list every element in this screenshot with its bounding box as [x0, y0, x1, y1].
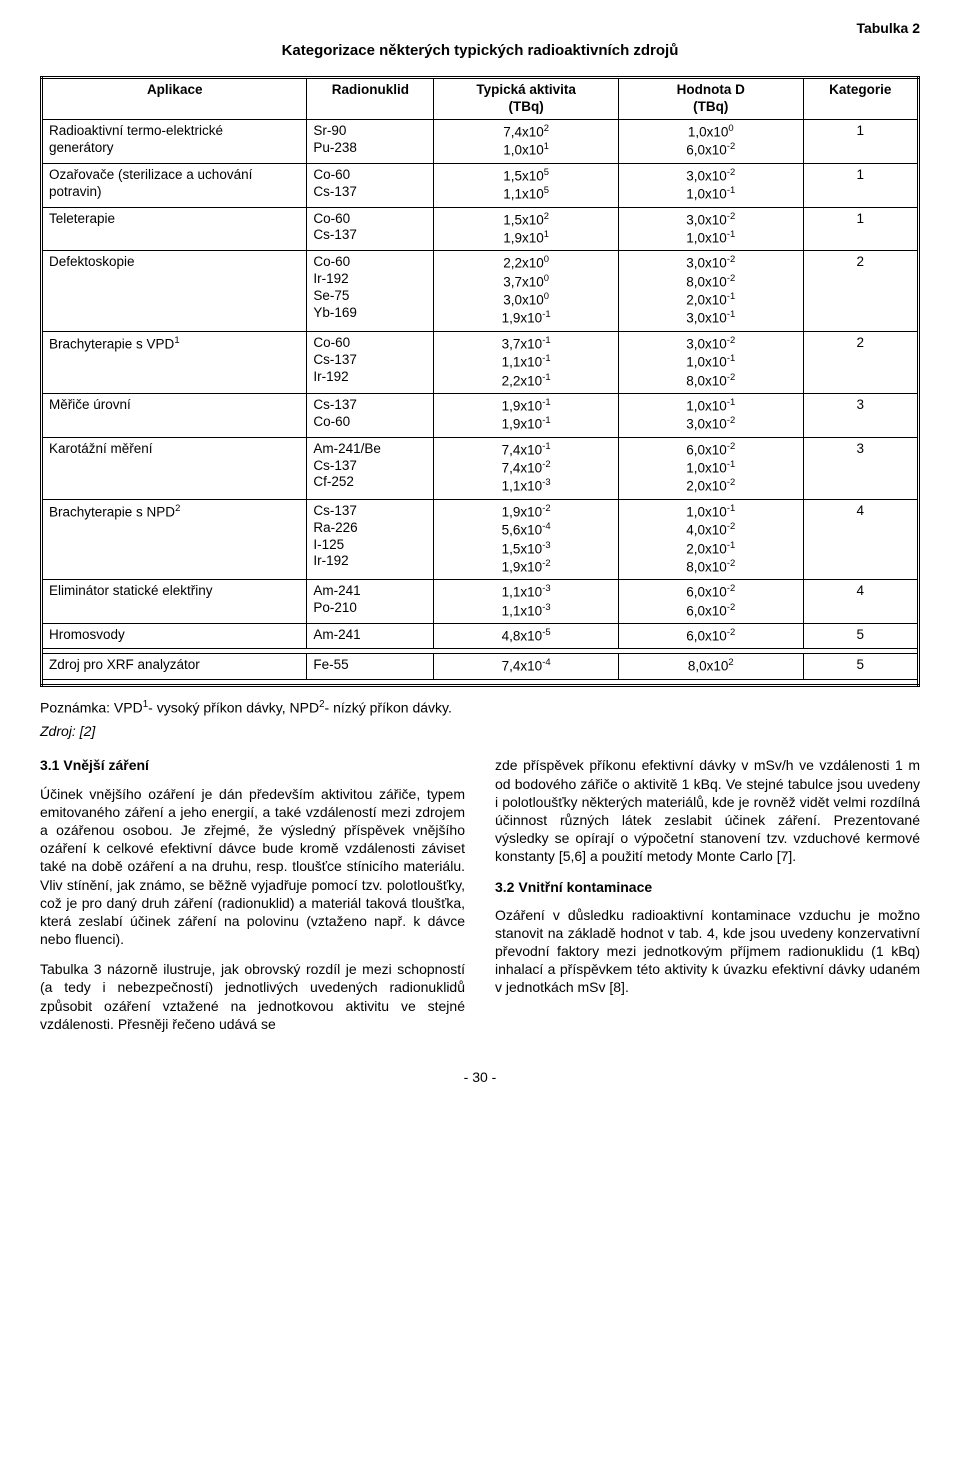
- footnote: Poznámka: VPD1- vysoký příkon dávky, NPD…: [40, 699, 920, 717]
- th-act: Typická aktivita(TBq): [434, 78, 619, 120]
- table-row: Zdroj pro XRF analyzátor Fe-55 7,4x10-4 …: [42, 654, 919, 679]
- paragraph: Tabulka 3 názorně ilustruje, jak obrovsk…: [40, 960, 465, 1033]
- main-title: Kategorizace některých typických radioak…: [40, 42, 920, 61]
- table-row: HromosvodyAm-2414,8x10-56,0x10-25: [42, 624, 919, 649]
- th-cat: Kategorie: [803, 78, 918, 120]
- paragraph: Ozáření v důsledku radioaktivní kontamin…: [495, 906, 920, 997]
- table-row: Měřiče úrovníCs-137 Co-601,9x10-11,9x10-…: [42, 393, 919, 437]
- source: Zdroj: [2]: [40, 723, 920, 741]
- table-row: Brachyterapie s VPD1Co-60 Cs-137 Ir-1923…: [42, 331, 919, 393]
- table-row: Karotážní měřeníAm-241/Be Cs-137 Cf-2527…: [42, 437, 919, 499]
- table-row: Eliminátor statické elektřinyAm-241 Po-2…: [42, 580, 919, 624]
- page-number: - 30 -: [40, 1069, 920, 1087]
- table-row: DefektoskopieCo-60 Ir-192 Se-75 Yb-1692,…: [42, 251, 919, 332]
- th-nuk: Radionuklid: [307, 78, 434, 120]
- heading-3-1: 3.1 Vnější záření: [40, 756, 465, 774]
- table-tag: Tabulka 2: [40, 20, 920, 38]
- paragraph: zde příspěvek příkonu efektivní dávky v …: [495, 756, 920, 865]
- heading-3-2: 3.2 Vnitřní kontaminace: [495, 878, 920, 896]
- th-val: Hodnota D(TBq): [618, 78, 803, 120]
- data-table: Aplikace Radionuklid Typická aktivita(TB…: [40, 76, 920, 687]
- right-column: zde příspěvek příkonu efektivní dávky v …: [495, 756, 920, 1045]
- table-row: Brachyterapie s NPD2Cs-137 Ra-226 I-125 …: [42, 499, 919, 580]
- paragraph: Účinek vnějšího ozáření je dán především…: [40, 785, 465, 949]
- th-app: Aplikace: [42, 78, 307, 120]
- table-row: Radioaktivní termo-elektrickégenerátoryS…: [42, 120, 919, 164]
- table-row: TeleterapieCo-60 Cs-1371,5x1021,9x1013,0…: [42, 207, 919, 251]
- table-row: Ozařovače (sterilizace a uchovánípotravi…: [42, 163, 919, 207]
- left-column: 3.1 Vnější záření Účinek vnějšího ozářen…: [40, 756, 465, 1045]
